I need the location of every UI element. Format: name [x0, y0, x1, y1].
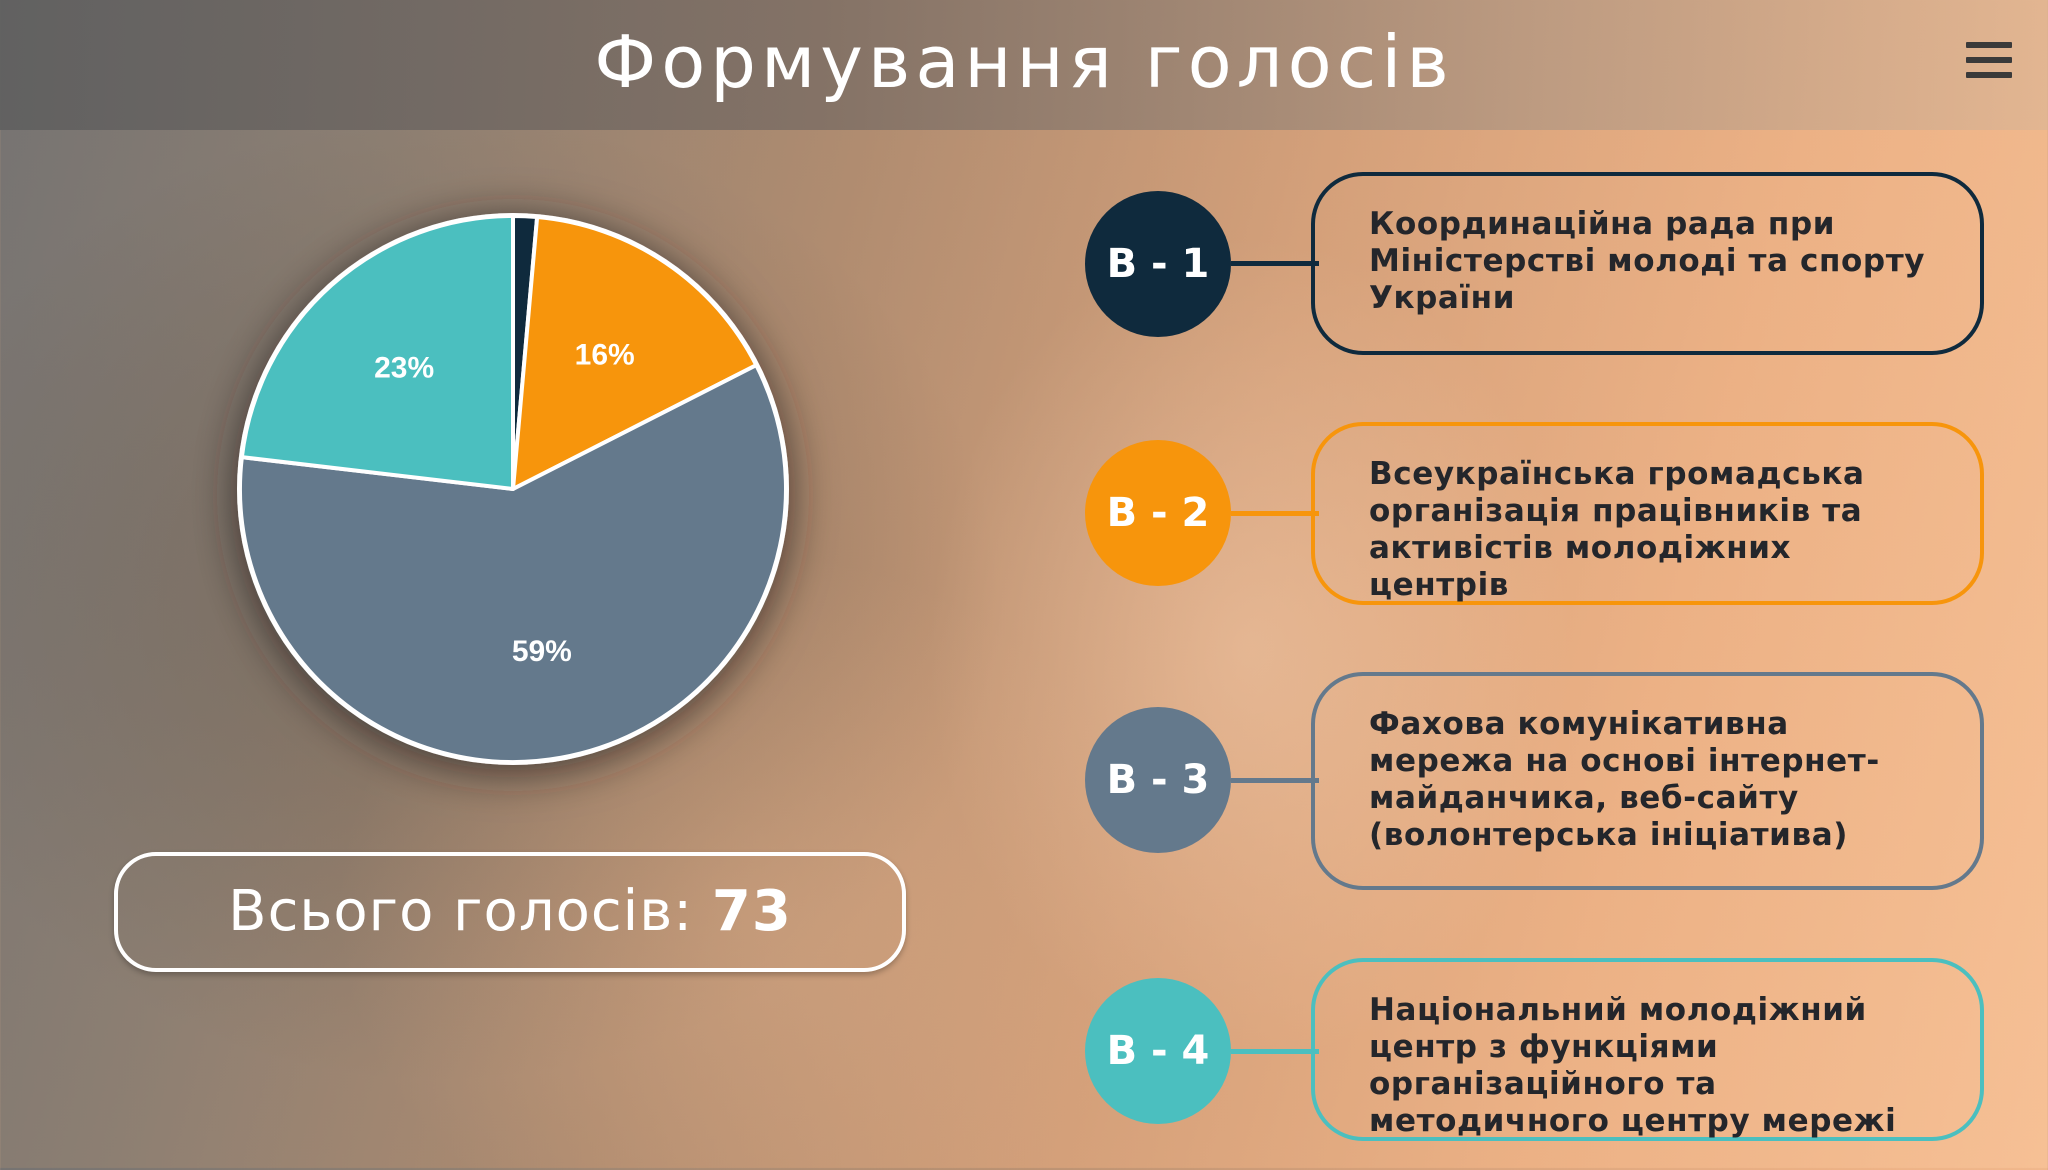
legend-card-v3: Фахова комунікативна мережа на основі ін… [1311, 672, 1984, 890]
pie-data-label-3: 59% [512, 635, 572, 668]
hamburger-menu-icon[interactable] [1966, 42, 2012, 80]
total-votes-box: Всього голосів: 73 [114, 852, 906, 972]
pie-chart: 16% 59% 23% [237, 213, 789, 765]
legend-card-v4: Національний молодіжний центр з функціям… [1311, 958, 1984, 1141]
menu-line [1966, 72, 2012, 78]
badge-v3: В - 3 [1085, 707, 1231, 853]
background-highlight-right [900, 200, 1600, 1100]
legend-item-v2: В - 2 Всеукраїнська громадська організац… [1085, 422, 2025, 612]
legend-item-v1: В - 1 Координаційна рада при Міністерств… [1085, 172, 2025, 362]
pie-data-label-2: 16% [575, 338, 635, 371]
menu-line [1966, 42, 2012, 48]
badge-v4: В - 4 [1085, 978, 1231, 1124]
pie-slice-3 [238, 363, 788, 764]
connector-line [1231, 778, 1319, 783]
pie-slice-4 [239, 214, 515, 491]
total-votes-label: Всього голосів: [228, 879, 712, 944]
badge-v2: В - 2 [1085, 440, 1231, 586]
connector-line [1231, 1049, 1319, 1054]
legend-item-v4: В - 4 Національний молодіжний центр з фу… [1085, 958, 2025, 1148]
pie-slice-2 [511, 215, 759, 491]
legend-card-v2: Всеукраїнська громадська організація пра… [1311, 422, 1984, 605]
connector-line [1231, 511, 1319, 516]
badge-v1: В - 1 [1085, 191, 1231, 337]
legend-card-v1: Координаційна рада при Міністерстві моло… [1311, 172, 1984, 355]
pie-data-label-4: 23% [374, 352, 434, 385]
connector-line [1231, 261, 1319, 266]
total-votes-value: 73 [711, 879, 792, 944]
header-bar: Формування голосів [0, 0, 2048, 130]
legend-item-v3: В - 3 Фахова комунікативна мережа на осн… [1085, 672, 2025, 890]
menu-line [1966, 57, 2012, 63]
page-title: Формування голосів [594, 20, 1454, 104]
